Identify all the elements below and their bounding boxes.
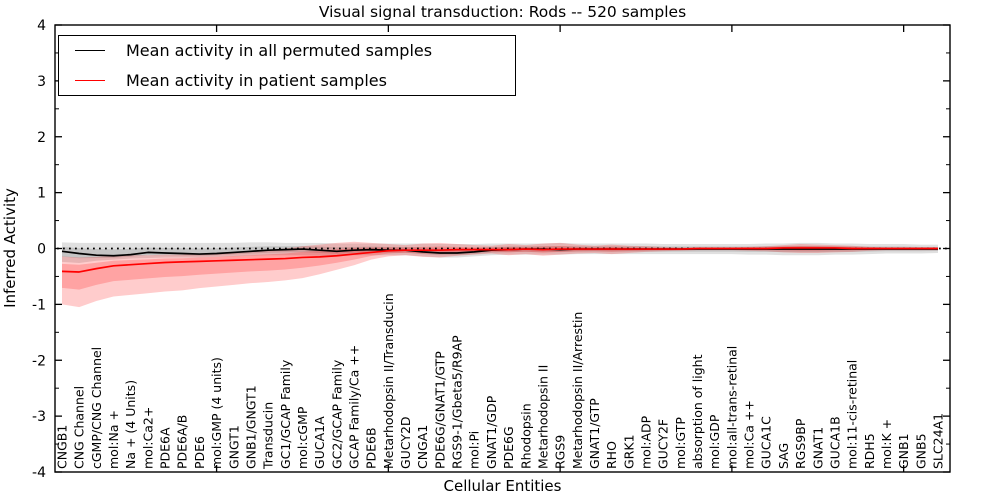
y-tick-label: -2 bbox=[32, 353, 46, 369]
category-label: PDE6A bbox=[158, 427, 173, 469]
y-tick-label: 3 bbox=[37, 74, 46, 90]
category-label: mol:ADP bbox=[639, 415, 654, 469]
y-axis-label: Inferred Activity bbox=[1, 188, 19, 308]
legend-item-patient: Mean activity in patient samples bbox=[59, 68, 515, 94]
category-label: GUCA1B bbox=[827, 416, 842, 469]
category-label: GUCY2F bbox=[656, 419, 671, 469]
category-label: mol:Ca2+ bbox=[140, 407, 155, 469]
category-label: Metarhodopsin II/Arrestin bbox=[570, 312, 585, 469]
y-tick-label: -4 bbox=[32, 465, 46, 481]
category-label: CNG Channel bbox=[72, 386, 87, 469]
category-label: SLC24A1 bbox=[931, 413, 946, 469]
category-label: absorption of light bbox=[690, 354, 705, 469]
category-label: PDE6B bbox=[364, 427, 379, 469]
category-label: PDE6A/B bbox=[175, 415, 190, 469]
category-label: GCAP Family/Ca ++ bbox=[347, 345, 362, 469]
legend: Mean activity in all permuted samples Me… bbox=[58, 35, 516, 96]
confidence-band-0 bbox=[62, 242, 938, 264]
category-label: PDE6G bbox=[501, 426, 516, 469]
series-line-1 bbox=[61, 247, 938, 273]
y-tick-label: -1 bbox=[32, 297, 46, 313]
category-label: GNB1/GNGT1 bbox=[243, 385, 258, 469]
category-label: mol:cGMP bbox=[295, 406, 310, 469]
category-label: CNGB1 bbox=[55, 425, 70, 469]
category-label: mol:Na + bbox=[106, 410, 121, 469]
legend-line-sample-patient bbox=[75, 80, 105, 81]
category-label: GNAT1/GDP bbox=[484, 395, 499, 469]
category-label: Transducin bbox=[261, 402, 276, 470]
category-label: SAG bbox=[776, 443, 791, 469]
category-label: GNGT1 bbox=[226, 425, 241, 469]
category-label: CNGA1 bbox=[415, 425, 430, 469]
category-label: GC1/GCAP Family bbox=[278, 359, 293, 469]
category-label: PDE6 bbox=[192, 436, 207, 469]
category-label: mol:K + bbox=[879, 419, 894, 469]
category-label: GNAT1 bbox=[810, 427, 825, 469]
legend-label-permuted: Mean activity in all permuted samples bbox=[126, 40, 433, 60]
y-tick-label: -3 bbox=[32, 409, 46, 425]
category-label: GNB1 bbox=[896, 433, 911, 469]
category-label: Metarhodopsin II/Transducin bbox=[381, 293, 396, 469]
category-label: GUCY2D bbox=[398, 416, 413, 469]
y-tick-label: 2 bbox=[37, 130, 46, 146]
y-tick-label: 0 bbox=[37, 242, 46, 258]
category-label: mol:Pi bbox=[467, 431, 482, 469]
category-label: mol:GMP (4 units) bbox=[209, 357, 224, 469]
category-label: RHO bbox=[604, 441, 619, 469]
y-tick-label: 4 bbox=[37, 18, 46, 34]
category-label: GUCA1A bbox=[312, 416, 327, 469]
category-label: mol:Ca ++ bbox=[742, 400, 757, 469]
category-label: GNB5 bbox=[913, 433, 928, 469]
category-label: RGS9 bbox=[553, 435, 568, 469]
legend-label-patient: Mean activity in patient samples bbox=[126, 70, 387, 90]
category-label: mol:11-cis-retinal bbox=[845, 360, 860, 469]
category-label: GRK1 bbox=[621, 434, 636, 469]
chart-title: Visual signal transduction: Rods -- 520 … bbox=[318, 3, 687, 21]
category-label: RGS9-1/Gbeta5/R9AP bbox=[450, 335, 465, 469]
category-label: GC2/GCAP Family bbox=[329, 359, 344, 469]
category-label: Metarhodopsin II bbox=[535, 365, 550, 469]
legend-item-permuted: Mean activity in all permuted samples bbox=[59, 38, 515, 64]
category-label: Rhodopsin bbox=[518, 403, 533, 469]
category-label: mol:GTP bbox=[673, 417, 688, 469]
confidence-band-1 bbox=[62, 245, 938, 290]
y-tick-label: 1 bbox=[37, 186, 46, 202]
category-label: Na + (4 Units) bbox=[123, 380, 138, 469]
x-axis-label: Cellular Entities bbox=[443, 477, 562, 495]
category-label: GNAT1/GTP bbox=[587, 398, 602, 469]
category-label: cGMP/CNG Channel bbox=[89, 347, 104, 469]
category-label: mol:all-trans-retinal bbox=[724, 346, 739, 469]
category-label: RDH5 bbox=[862, 433, 877, 469]
category-label: GUCA1C bbox=[759, 416, 774, 469]
category-label: PDE6G/GNAT1/GTP bbox=[432, 351, 447, 469]
category-label: mol:GDP bbox=[707, 414, 722, 469]
legend-line-sample-permuted bbox=[75, 50, 105, 51]
category-label: RGS9BP bbox=[793, 418, 808, 469]
